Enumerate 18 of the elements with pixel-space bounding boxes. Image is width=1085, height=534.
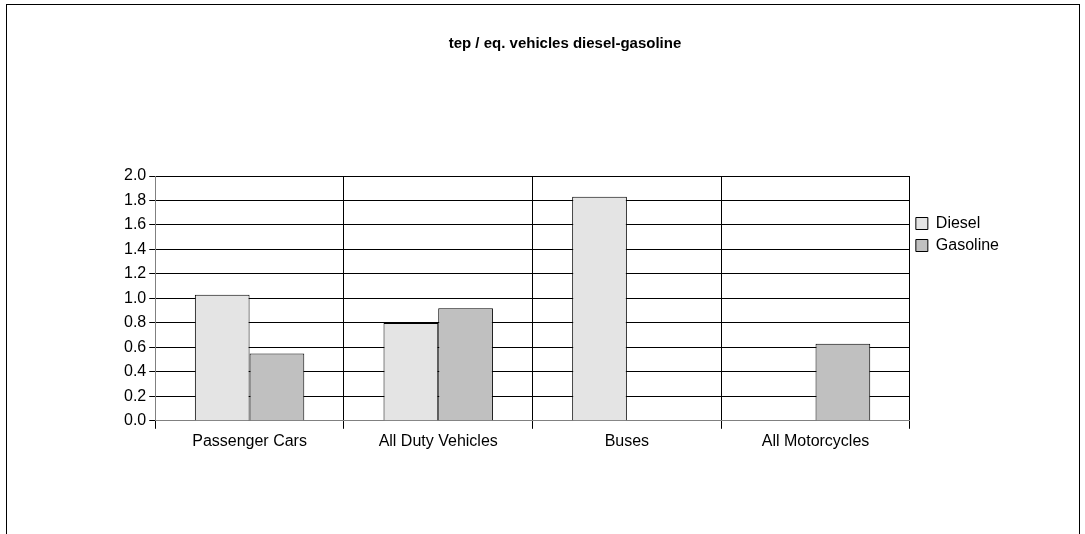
y-tick-label: 1.6 (123, 215, 147, 233)
y-tick-label: 0.8 (123, 313, 147, 331)
y-tick-label: 2.0 (123, 166, 147, 184)
legend-label: Gasoline (935, 235, 1000, 253)
chart-title: tep / eq. vehicles diesel-gasoline (448, 34, 682, 52)
x-tick-label: All Duty Vehicles (378, 431, 498, 449)
x-tick-label: Buses (604, 431, 650, 449)
x-tick-label: Passenger Cars (192, 431, 307, 449)
y-tick-label: 0.0 (123, 411, 147, 429)
y-tick-label: 0.4 (123, 362, 147, 380)
x-tick-label: All Motorcycles (761, 431, 870, 449)
y-tick-label: 0.2 (123, 386, 147, 404)
y-tick-label: 1.4 (123, 239, 147, 257)
y-tick-label: 1.2 (123, 264, 147, 282)
y-tick-label: 1.0 (123, 288, 147, 306)
y-tick-label: 0.6 (123, 337, 147, 355)
y-tick-label: 1.8 (123, 190, 147, 208)
legend-label: Diesel (935, 213, 981, 231)
